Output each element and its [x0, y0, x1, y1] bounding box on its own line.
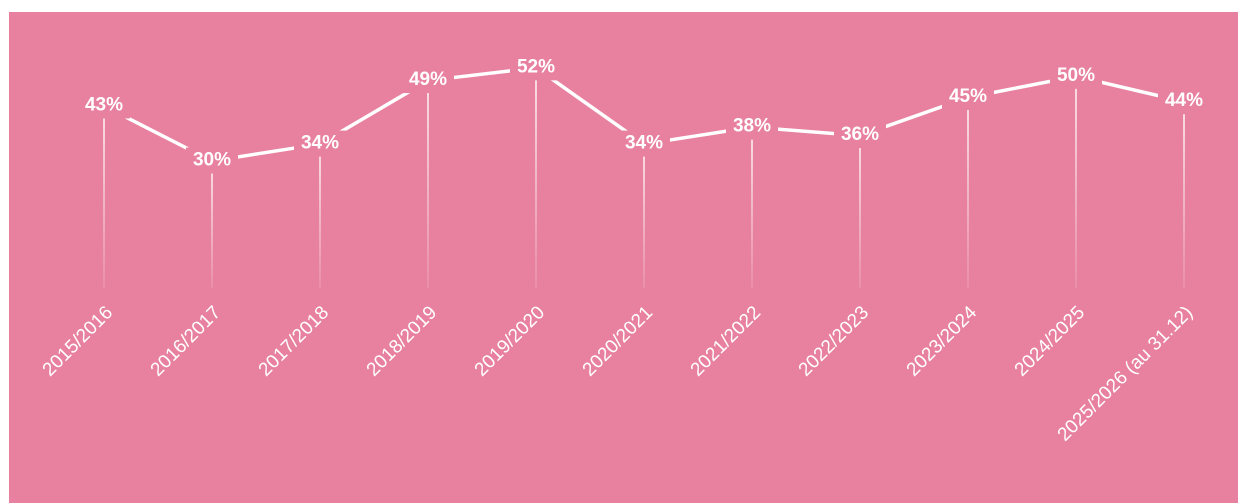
- plot-background: [9, 12, 1238, 503]
- drop-line: [751, 127, 753, 288]
- data-label: 38%: [733, 116, 771, 137]
- data-label-bg: [1158, 88, 1210, 115]
- data-label-bg: [942, 84, 994, 110]
- data-label: 30%: [193, 150, 231, 171]
- data-label: 44%: [1165, 90, 1203, 111]
- data-label-bg: [294, 130, 346, 157]
- data-label: 36%: [841, 124, 879, 145]
- data-label-bg: [1050, 62, 1102, 89]
- data-label: 34%: [625, 133, 663, 154]
- drop-line: [859, 135, 861, 288]
- data-label-bg: [834, 122, 886, 149]
- drop-line: [967, 97, 969, 288]
- data-label-bg: [726, 113, 778, 140]
- data-label-bg: [186, 147, 238, 174]
- data-label: 43%: [85, 94, 123, 115]
- data-label-bg: [618, 130, 670, 157]
- drop-line: [427, 80, 429, 288]
- drop-line: [319, 144, 321, 288]
- data-label: 45%: [949, 86, 987, 107]
- data-label-bg: [510, 54, 562, 81]
- drop-line: [1183, 101, 1185, 288]
- drop-line: [1075, 76, 1077, 288]
- data-label-bg: [78, 92, 130, 119]
- drop-line: [643, 144, 645, 288]
- drop-line: [211, 161, 213, 288]
- data-label: 50%: [1057, 65, 1095, 86]
- data-label: 52%: [517, 56, 555, 77]
- data-label: 34%: [301, 133, 339, 154]
- drop-line: [535, 67, 537, 288]
- drop-line: [103, 105, 105, 288]
- data-label-bg: [402, 67, 454, 94]
- data-label: 49%: [409, 69, 447, 90]
